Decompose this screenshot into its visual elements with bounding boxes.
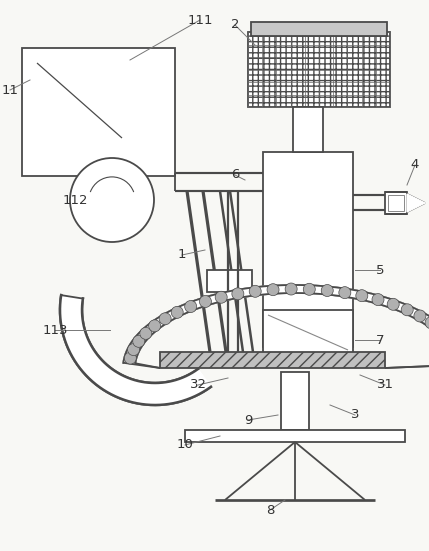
Circle shape — [140, 327, 152, 339]
Text: 7: 7 — [376, 333, 384, 347]
Text: 8: 8 — [266, 504, 274, 516]
Circle shape — [356, 290, 368, 302]
Bar — [251, 22, 387, 36]
Bar — [385, 192, 407, 214]
Circle shape — [267, 284, 279, 296]
Circle shape — [124, 352, 136, 364]
Text: 1: 1 — [178, 249, 186, 262]
Circle shape — [232, 288, 244, 300]
Circle shape — [285, 283, 297, 295]
Polygon shape — [124, 285, 429, 365]
Text: 5: 5 — [376, 263, 384, 277]
Bar — [281, 372, 309, 430]
Circle shape — [387, 298, 399, 310]
Text: 32: 32 — [190, 379, 206, 392]
Bar — [293, 107, 323, 152]
Text: 111: 111 — [187, 14, 213, 26]
Bar — [248, 32, 390, 107]
Circle shape — [133, 336, 145, 347]
Bar — [263, 152, 353, 347]
Bar — [160, 352, 385, 368]
Circle shape — [321, 284, 333, 296]
Circle shape — [303, 283, 315, 295]
Circle shape — [339, 287, 351, 299]
Text: 3: 3 — [351, 408, 359, 422]
Circle shape — [127, 344, 139, 355]
Circle shape — [215, 291, 227, 303]
Bar — [22, 48, 175, 176]
Text: 112: 112 — [62, 193, 88, 207]
Text: 9: 9 — [244, 413, 252, 426]
Bar — [263, 310, 353, 355]
Circle shape — [199, 295, 211, 307]
Text: 113: 113 — [42, 323, 68, 337]
Circle shape — [70, 158, 154, 242]
Text: 2: 2 — [231, 19, 239, 31]
Bar — [207, 270, 252, 292]
Text: 10: 10 — [177, 439, 193, 451]
Text: 4: 4 — [411, 159, 419, 171]
Polygon shape — [60, 295, 211, 405]
Circle shape — [171, 306, 183, 318]
Bar — [185, 430, 405, 442]
Polygon shape — [407, 194, 425, 212]
Circle shape — [401, 304, 413, 316]
Circle shape — [184, 300, 196, 312]
Circle shape — [159, 313, 171, 325]
Text: 11: 11 — [1, 84, 18, 96]
Circle shape — [249, 285, 261, 298]
Bar — [388, 195, 404, 211]
Circle shape — [372, 294, 384, 306]
Circle shape — [148, 320, 160, 332]
Circle shape — [414, 310, 426, 322]
Circle shape — [425, 317, 429, 329]
Text: 6: 6 — [231, 169, 239, 181]
Text: 31: 31 — [377, 379, 393, 392]
